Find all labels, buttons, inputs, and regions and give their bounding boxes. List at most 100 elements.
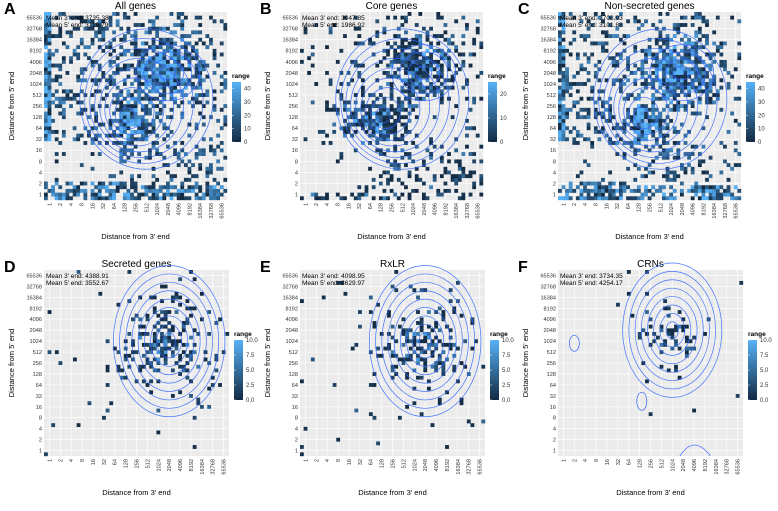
heatmap-tile	[733, 148, 738, 153]
heatmap-tile	[633, 48, 638, 53]
heatmap-tile	[101, 37, 106, 42]
heatmap-tile	[575, 174, 580, 179]
legend-tick-label: 30	[244, 100, 251, 106]
heatmap-tile	[726, 192, 731, 197]
heatmap-tile	[339, 152, 344, 156]
heatmap-tile	[339, 93, 344, 97]
heatmap-tile	[90, 141, 95, 145]
heatmap-tile	[173, 89, 177, 94]
heatmap-tile	[658, 63, 663, 68]
heatmap-tile	[169, 115, 174, 120]
heatmap-tile	[58, 192, 63, 197]
heatmap-tile	[325, 100, 329, 105]
heatmap-tile	[608, 170, 613, 175]
heatmap-tile	[393, 41, 398, 46]
heatmap-tile	[219, 19, 224, 24]
heatmap-tile	[651, 63, 656, 68]
heatmap-tile	[593, 12, 598, 16]
heatmap-tile	[325, 133, 329, 138]
heatmap-tile	[436, 59, 441, 64]
heatmap-tile	[615, 196, 620, 201]
heatmap-tile	[479, 144, 484, 149]
y-tick-label: 16	[550, 405, 556, 411]
heatmap-tile	[568, 188, 573, 193]
heatmap-tile	[223, 155, 228, 160]
heatmap-tile	[162, 56, 167, 61]
heatmap-tile	[346, 100, 351, 105]
heatmap-tile	[622, 181, 627, 186]
heatmap-tile	[151, 196, 156, 201]
heatmap-tile	[148, 185, 152, 190]
heatmap-tile	[405, 357, 410, 362]
heatmap-tile	[672, 82, 677, 86]
heatmap-tile	[148, 63, 152, 68]
heatmap-tile	[223, 188, 228, 193]
heatmap-tile	[353, 118, 358, 123]
heatmap-tile	[626, 67, 630, 72]
legend-tick-label: 20	[500, 92, 507, 98]
y-tick-label: 16384	[282, 295, 298, 301]
heatmap-tile	[115, 63, 120, 68]
heatmap-tile	[140, 41, 145, 46]
heatmap-tile	[644, 192, 648, 197]
heatmap-tile	[183, 67, 188, 72]
heatmap-tile	[358, 310, 362, 314]
heatmap-tile	[479, 181, 484, 186]
heatmap-tile	[651, 82, 656, 86]
heatmap-tile	[122, 111, 127, 116]
heatmap-tile	[361, 192, 365, 197]
legend-colorbar	[488, 82, 497, 142]
x-tick-label: 2048	[167, 459, 173, 471]
heatmap-tile	[212, 19, 217, 24]
heatmap-tile	[207, 404, 212, 409]
heatmap-tile	[346, 107, 351, 112]
heatmap-tile	[94, 137, 99, 142]
heatmap-tile	[191, 163, 195, 168]
heatmap-tile	[633, 115, 638, 120]
heatmap-tile	[133, 67, 138, 72]
heatmap-tile	[155, 34, 160, 39]
heatmap-tile	[644, 115, 648, 120]
heatmap-tile	[662, 126, 666, 131]
heatmap-tile	[690, 185, 695, 190]
heatmap-tile	[472, 126, 477, 131]
density-contours	[368, 265, 482, 418]
heatmap-tile	[676, 85, 681, 90]
legend-tick-label: 10	[244, 127, 251, 133]
heatmap-tile	[401, 317, 406, 322]
heatmap-tile	[561, 15, 566, 20]
heatmap-tile	[597, 192, 602, 197]
heatmap-tile	[144, 96, 149, 101]
heatmap-tile	[619, 12, 623, 16]
heatmap-tile	[158, 37, 163, 42]
heatmap-tile	[192, 342, 197, 347]
heatmap-tile	[457, 67, 462, 72]
heatmap-tile	[604, 34, 609, 39]
heatmap-tile	[389, 163, 394, 168]
heatmap-tile	[44, 181, 48, 186]
heatmap-tile	[665, 89, 670, 94]
heatmap-tile	[665, 152, 670, 156]
heatmap-tile	[361, 41, 365, 46]
heatmap-tile	[354, 408, 359, 413]
heatmap-tile	[626, 63, 630, 68]
x-tick-label: 2	[572, 203, 578, 206]
heatmap-tile	[133, 115, 138, 120]
heatmap-tile	[130, 152, 134, 156]
heatmap-tile	[586, 122, 591, 127]
heatmap-tile	[604, 48, 609, 53]
heatmap-tile	[608, 104, 613, 109]
x-tick-label: 512	[659, 459, 665, 468]
heatmap-tile	[393, 163, 398, 168]
heatmap-tile	[133, 118, 138, 123]
heatmap-tile	[701, 89, 706, 94]
heatmap-tile	[619, 52, 623, 57]
heatmap-tile	[737, 196, 742, 201]
panel-letter: C	[518, 1, 530, 18]
heatmap-tile	[119, 52, 124, 57]
heatmap-tile	[684, 339, 689, 344]
heatmap-tile	[163, 361, 168, 366]
heatmap-tile	[162, 67, 167, 72]
heatmap-tile	[126, 26, 131, 31]
heatmap-tile	[97, 26, 102, 31]
